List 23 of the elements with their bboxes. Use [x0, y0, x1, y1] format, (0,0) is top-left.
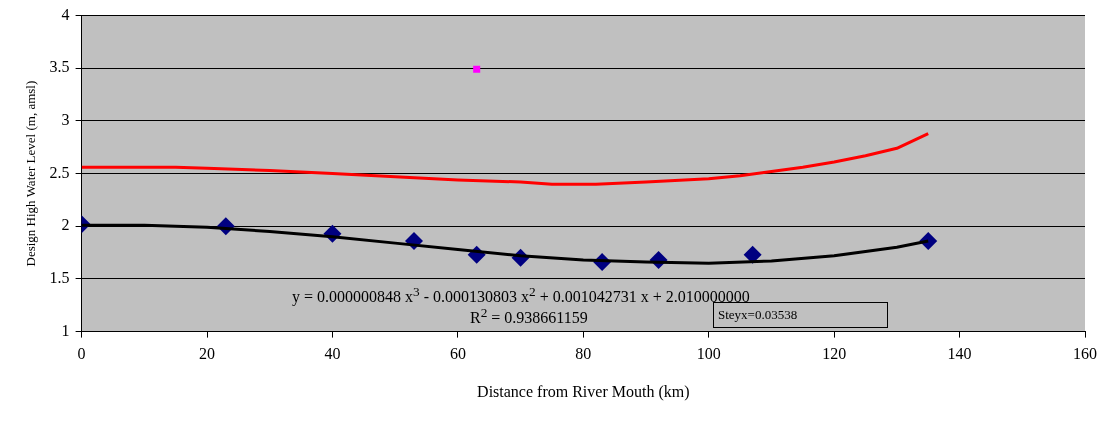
x-tick-label: 40 — [324, 345, 341, 363]
x-tick-label: 160 — [1073, 345, 1097, 363]
y-tick-label: 1.5 — [49, 269, 70, 287]
annotation: R$^{2}$ = 0.938661159 — [470, 305, 588, 327]
x-axis-title: Distance from River Mouth (km) — [477, 382, 690, 401]
x-tick-label: 80 — [575, 345, 592, 363]
x-tick-label: 60 — [449, 345, 466, 363]
y-tick-label: 2.5 — [49, 163, 70, 181]
y-axis-title: Design High Water Level (m, amsl) — [23, 80, 39, 267]
y-tick-label: 1 — [61, 321, 70, 339]
y-tick-label: 4 — [61, 5, 70, 23]
x-tick-label: 100 — [696, 345, 721, 363]
x-tick-label: 140 — [947, 345, 972, 363]
point — [473, 65, 481, 73]
x-tick-label: 120 — [822, 345, 847, 363]
y-tick-label: 3.5 — [49, 58, 70, 76]
x-tick-label: 20 — [199, 345, 216, 363]
point — [743, 245, 762, 264]
x-tick-label: 0 — [77, 345, 86, 363]
y-tick-label: 2 — [61, 216, 70, 234]
annotation: Steyx=0.03538 — [718, 307, 798, 322]
y-tick-label: 3 — [61, 111, 70, 129]
annotation: y = 0.000000848 x$^{3}$ - 0.000130803 x$^{2}$ + 0.001042731 x + 2.010000000 — [292, 284, 750, 306]
